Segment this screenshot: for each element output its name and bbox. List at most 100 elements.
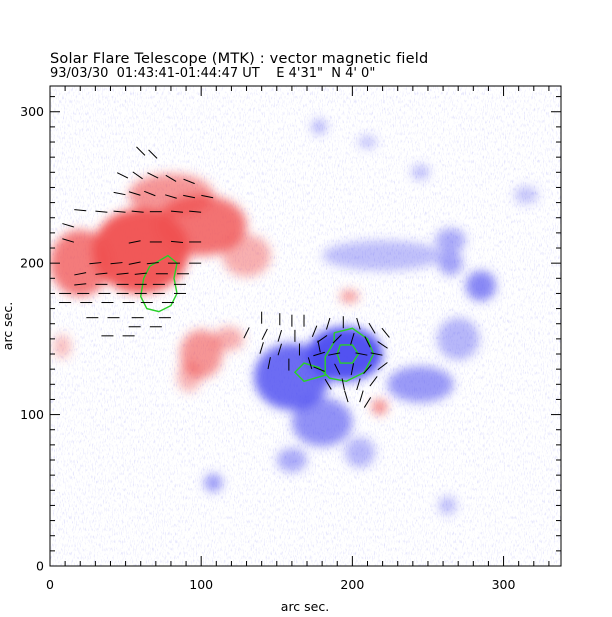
field-vector — [201, 194, 214, 199]
field-vector — [316, 335, 328, 343]
field-vector — [356, 317, 361, 330]
positive-region-10 — [340, 290, 359, 303]
field-vector — [277, 329, 283, 342]
field-vector — [261, 328, 268, 340]
polarity-field — [50, 119, 539, 515]
field-vector — [113, 191, 126, 196]
negative-region-10 — [344, 437, 376, 468]
observation-date: 93/03/30 — [50, 66, 109, 81]
field-vector — [132, 171, 143, 180]
negative-region-9 — [276, 447, 308, 473]
positive-region-3 — [50, 229, 111, 297]
positive-region-4 — [222, 234, 271, 277]
field-vector — [110, 262, 123, 265]
background-noise — [50, 86, 561, 566]
positive-region-7 — [176, 361, 202, 392]
field-vector — [128, 261, 141, 265]
positive-region-9 — [372, 399, 388, 415]
field-vector — [350, 363, 355, 376]
x-tick-label-2: 200 — [340, 577, 364, 592]
contour-line-2 — [336, 344, 360, 364]
field-vector — [377, 341, 388, 349]
y-tick-label-2: 200 — [20, 256, 44, 271]
x-axis-label: arc sec. — [281, 599, 329, 614]
field-vector — [277, 343, 283, 356]
field-vector — [183, 194, 196, 199]
x-tick-label-0: 0 — [46, 577, 54, 592]
y-axis-label: arc sec. — [0, 302, 15, 350]
field-vector — [243, 327, 250, 339]
field-vector — [116, 272, 129, 275]
y-tick-label-3: 300 — [20, 104, 44, 119]
field-vector — [369, 376, 378, 387]
negative-region-13 — [358, 135, 377, 149]
field-vector — [381, 327, 390, 338]
field-vector — [356, 378, 361, 391]
field-vector — [313, 351, 325, 357]
field-vector — [325, 317, 331, 330]
field-vector — [62, 223, 75, 228]
field-vector — [170, 210, 184, 213]
field-vector — [359, 390, 364, 403]
field-vector — [147, 172, 159, 179]
field-vector — [62, 238, 75, 243]
field-vector — [74, 209, 87, 212]
positive-region-6 — [213, 326, 244, 351]
positive-region-2 — [128, 173, 214, 217]
field-vector — [95, 272, 108, 275]
negative-region-16 — [514, 185, 539, 205]
field-vector — [363, 397, 372, 408]
field-vector — [313, 366, 325, 372]
field-vector — [328, 352, 341, 356]
field-vector — [165, 174, 177, 182]
field-vector — [144, 190, 156, 197]
plot-frame — [49, 85, 562, 567]
field-vector — [317, 340, 321, 353]
field-vector — [324, 378, 332, 390]
field-vector — [363, 364, 372, 374]
x-tick-label-1: 100 — [189, 577, 213, 592]
field-vector — [334, 363, 341, 375]
field-vector — [341, 378, 345, 391]
axis-ticks — [49, 86, 561, 567]
observation-position: E 4'31" N 4' 0" — [276, 66, 376, 81]
field-vector — [332, 334, 342, 344]
y-tick-label-1: 100 — [20, 407, 44, 422]
field-vector — [311, 325, 318, 338]
field-vector — [128, 191, 141, 196]
field-vector — [364, 336, 371, 348]
negative-region-4 — [465, 270, 496, 302]
field-vector — [183, 178, 195, 185]
x-tick-label-3: 300 — [492, 577, 516, 592]
field-vector — [74, 272, 87, 276]
negative-region-7 — [435, 228, 466, 253]
field-vector — [189, 210, 202, 213]
field-vector — [350, 332, 355, 345]
field-vector — [136, 146, 146, 156]
field-vector — [74, 283, 87, 286]
negative-region-2 — [291, 397, 353, 447]
contour-layer — [139, 254, 375, 383]
field-vector — [89, 262, 102, 265]
field-vector — [95, 210, 108, 213]
field-vector — [165, 194, 177, 199]
field-vector — [267, 357, 271, 370]
field-vector — [146, 262, 159, 265]
negative-region-14 — [438, 496, 457, 515]
negative-region-12 — [311, 119, 327, 135]
field-vector — [307, 357, 313, 369]
negative-region-3 — [387, 366, 454, 403]
field-vector — [259, 342, 264, 354]
contour-line-0 — [139, 254, 178, 313]
contour-line-1 — [293, 327, 375, 383]
field-vector — [128, 240, 141, 244]
negative-region-1 — [254, 343, 330, 411]
field-vector — [377, 362, 388, 371]
field-vector — [113, 210, 126, 213]
field-vector — [170, 240, 184, 244]
observation-time: 01:43:41-01:44:47 UT — [116, 66, 260, 81]
negative-region-6 — [322, 240, 444, 271]
field-vector — [368, 322, 376, 334]
field-vector — [344, 390, 349, 403]
